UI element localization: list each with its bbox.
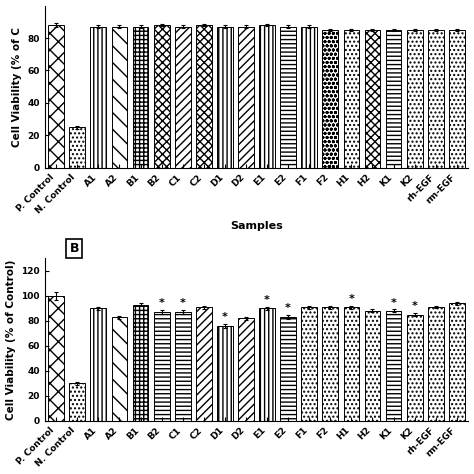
Text: *: *	[391, 298, 397, 308]
Bar	[69, 383, 85, 421]
Text: *: *	[222, 312, 228, 322]
Bar	[428, 30, 444, 168]
Bar	[69, 128, 85, 168]
Bar	[154, 312, 170, 421]
Text: *: *	[180, 299, 186, 309]
Bar	[301, 307, 317, 421]
Bar	[365, 311, 381, 421]
Bar	[111, 317, 128, 421]
Bar	[175, 312, 191, 421]
Bar	[344, 307, 359, 421]
Bar	[238, 319, 254, 421]
Bar	[365, 30, 381, 168]
Text: B: B	[70, 242, 79, 255]
Bar	[449, 303, 465, 421]
Text: *: *	[348, 294, 355, 304]
Bar	[322, 30, 338, 168]
Bar	[91, 309, 106, 421]
Bar	[133, 305, 148, 421]
Bar	[217, 27, 233, 168]
Bar	[428, 307, 444, 421]
Bar	[386, 311, 401, 421]
Bar	[217, 326, 233, 421]
Text: *: *	[264, 295, 270, 305]
Bar	[238, 27, 254, 168]
Bar	[196, 25, 212, 168]
Bar	[386, 30, 401, 168]
Bar	[344, 30, 359, 168]
Bar	[48, 296, 64, 421]
Bar	[280, 317, 296, 421]
Bar	[449, 30, 465, 168]
Y-axis label: Cell Viability (% of Control): Cell Viability (% of Control)	[6, 259, 16, 420]
Bar	[48, 25, 64, 168]
Bar	[154, 25, 170, 168]
Bar	[196, 307, 212, 421]
Bar	[301, 27, 317, 168]
Text: *: *	[159, 299, 164, 309]
Bar	[322, 307, 338, 421]
Bar	[133, 27, 148, 168]
Bar	[111, 27, 128, 168]
Bar	[259, 25, 275, 168]
Text: *: *	[285, 303, 291, 313]
Bar	[280, 27, 296, 168]
Bar	[407, 315, 423, 421]
X-axis label: Samples: Samples	[230, 221, 283, 231]
Bar	[175, 27, 191, 168]
Bar	[259, 309, 275, 421]
Bar	[91, 27, 106, 168]
Y-axis label: Cell Viability (% of C: Cell Viability (% of C	[12, 27, 22, 147]
Text: *: *	[412, 301, 418, 311]
Bar	[407, 30, 423, 168]
